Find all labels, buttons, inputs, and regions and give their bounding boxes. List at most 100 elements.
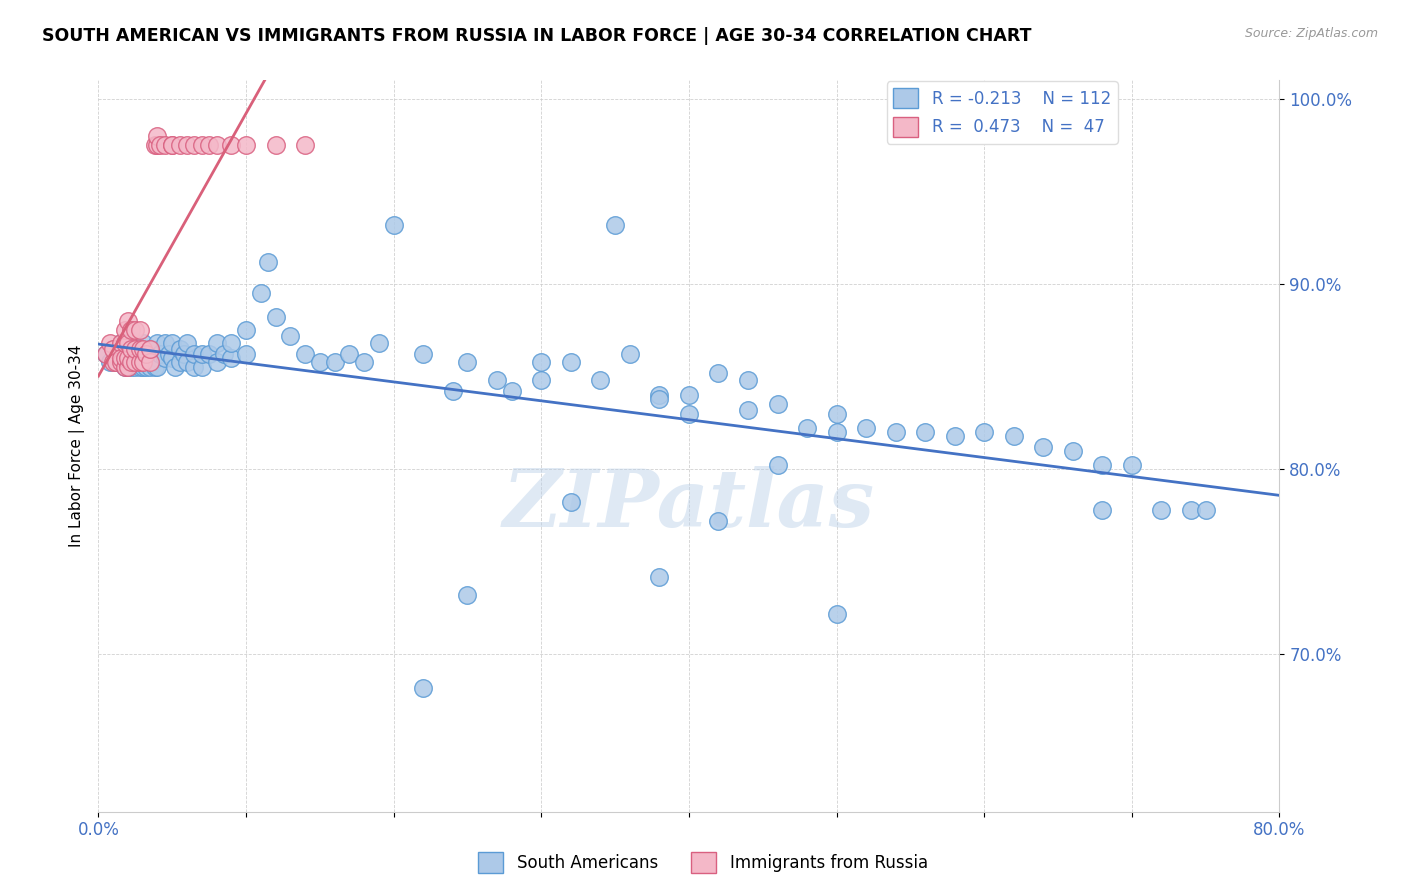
Point xyxy=(128,360,150,375)
Point xyxy=(257,254,280,268)
Point xyxy=(103,342,125,356)
Point xyxy=(176,336,198,351)
Point xyxy=(124,342,146,356)
Point xyxy=(648,392,671,406)
Point xyxy=(128,323,150,337)
Point xyxy=(128,342,150,356)
Point xyxy=(353,355,375,369)
Point xyxy=(110,336,132,351)
Point xyxy=(169,342,191,356)
Point xyxy=(1032,440,1054,454)
Text: ZIPatlas: ZIPatlas xyxy=(503,466,875,543)
Point xyxy=(560,495,582,509)
Point xyxy=(149,138,172,153)
Point xyxy=(486,373,509,387)
Point xyxy=(294,347,316,361)
Point xyxy=(135,347,157,361)
Point xyxy=(135,360,157,375)
Point xyxy=(132,360,155,375)
Point xyxy=(191,347,214,361)
Point xyxy=(132,342,155,356)
Point xyxy=(132,351,155,365)
Point xyxy=(323,355,346,369)
Point xyxy=(796,421,818,435)
Point xyxy=(766,397,789,411)
Point xyxy=(110,351,132,365)
Point xyxy=(153,336,176,351)
Point xyxy=(120,347,142,361)
Point xyxy=(235,138,257,153)
Legend: South Americans, Immigrants from Russia: South Americans, Immigrants from Russia xyxy=(471,846,935,880)
Point xyxy=(235,347,257,361)
Point xyxy=(110,336,132,351)
Point xyxy=(619,347,641,361)
Point xyxy=(117,314,139,328)
Point xyxy=(149,347,172,361)
Point xyxy=(128,347,150,361)
Point xyxy=(110,347,132,361)
Point xyxy=(191,360,214,375)
Point xyxy=(146,138,169,153)
Point xyxy=(530,373,553,387)
Legend: R = -0.213    N = 112, R =  0.473    N =  47: R = -0.213 N = 112, R = 0.473 N = 47 xyxy=(887,81,1118,144)
Point xyxy=(457,588,479,602)
Point xyxy=(221,138,243,153)
Point xyxy=(973,425,995,439)
Point xyxy=(198,138,221,153)
Point xyxy=(825,607,848,621)
Point xyxy=(221,351,243,365)
Point xyxy=(368,336,391,351)
Point xyxy=(105,355,128,369)
Point xyxy=(250,286,273,301)
Point xyxy=(120,333,142,347)
Point xyxy=(183,138,205,153)
Point xyxy=(648,388,671,402)
Point xyxy=(120,355,142,369)
Point xyxy=(162,138,183,153)
Point xyxy=(98,336,121,351)
Point xyxy=(110,347,132,361)
Point xyxy=(169,355,191,369)
Point xyxy=(157,347,180,361)
Point xyxy=(162,336,183,351)
Point xyxy=(153,138,176,153)
Point xyxy=(737,403,759,417)
Point xyxy=(221,336,243,351)
Point xyxy=(165,360,187,375)
Point xyxy=(205,336,228,351)
Point xyxy=(139,342,162,356)
Point xyxy=(855,421,877,435)
Point xyxy=(943,429,966,443)
Point xyxy=(143,360,166,375)
Point xyxy=(114,360,136,375)
Point xyxy=(153,351,176,365)
Point xyxy=(1002,429,1025,443)
Point xyxy=(205,355,228,369)
Point xyxy=(176,138,198,153)
Point xyxy=(114,336,136,351)
Point xyxy=(117,360,139,375)
Point xyxy=(124,355,146,369)
Point xyxy=(441,384,464,399)
Point xyxy=(264,310,287,325)
Point xyxy=(124,351,146,365)
Point xyxy=(678,388,700,402)
Point xyxy=(1091,503,1114,517)
Point xyxy=(146,360,169,375)
Point xyxy=(309,355,332,369)
Point xyxy=(235,323,257,337)
Point xyxy=(139,342,162,356)
Point xyxy=(162,351,183,365)
Point xyxy=(1195,503,1218,517)
Point xyxy=(143,347,166,361)
Point xyxy=(146,351,169,365)
Point xyxy=(707,514,730,528)
Point xyxy=(114,347,136,361)
Point xyxy=(117,347,139,361)
Point xyxy=(94,347,117,361)
Point xyxy=(825,407,848,421)
Point xyxy=(103,342,125,356)
Point xyxy=(457,355,479,369)
Point xyxy=(132,355,155,369)
Point xyxy=(1121,458,1143,473)
